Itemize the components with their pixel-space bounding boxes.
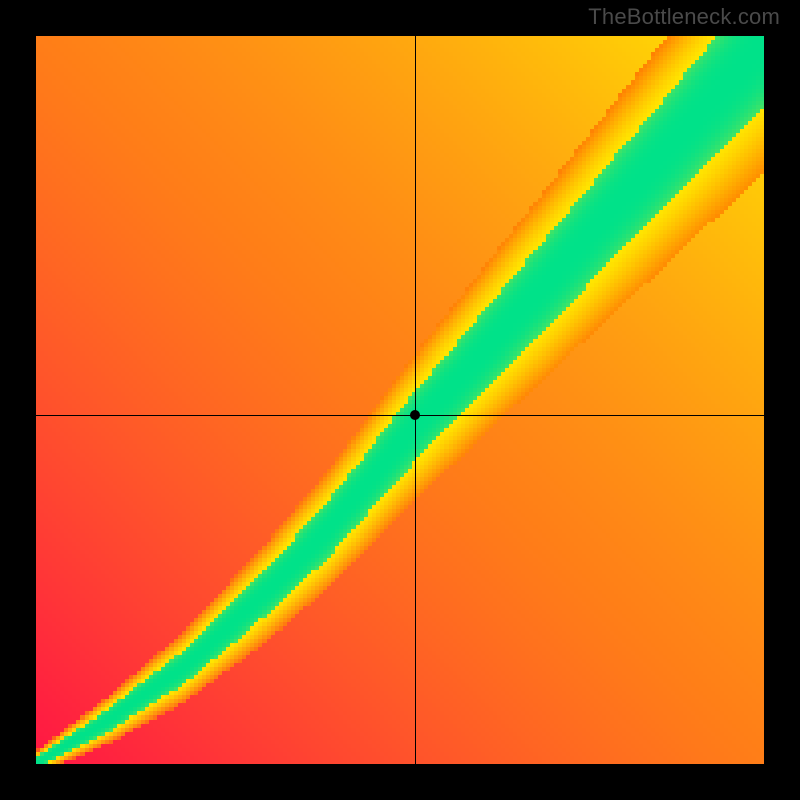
marker-dot [410, 410, 420, 420]
crosshair-horizontal [36, 415, 764, 416]
heatmap-canvas [36, 36, 764, 764]
chart-container: TheBottleneck.com [0, 0, 800, 800]
watermark-text: TheBottleneck.com [588, 4, 780, 30]
crosshair-vertical [415, 36, 416, 764]
plot-area [36, 36, 764, 764]
